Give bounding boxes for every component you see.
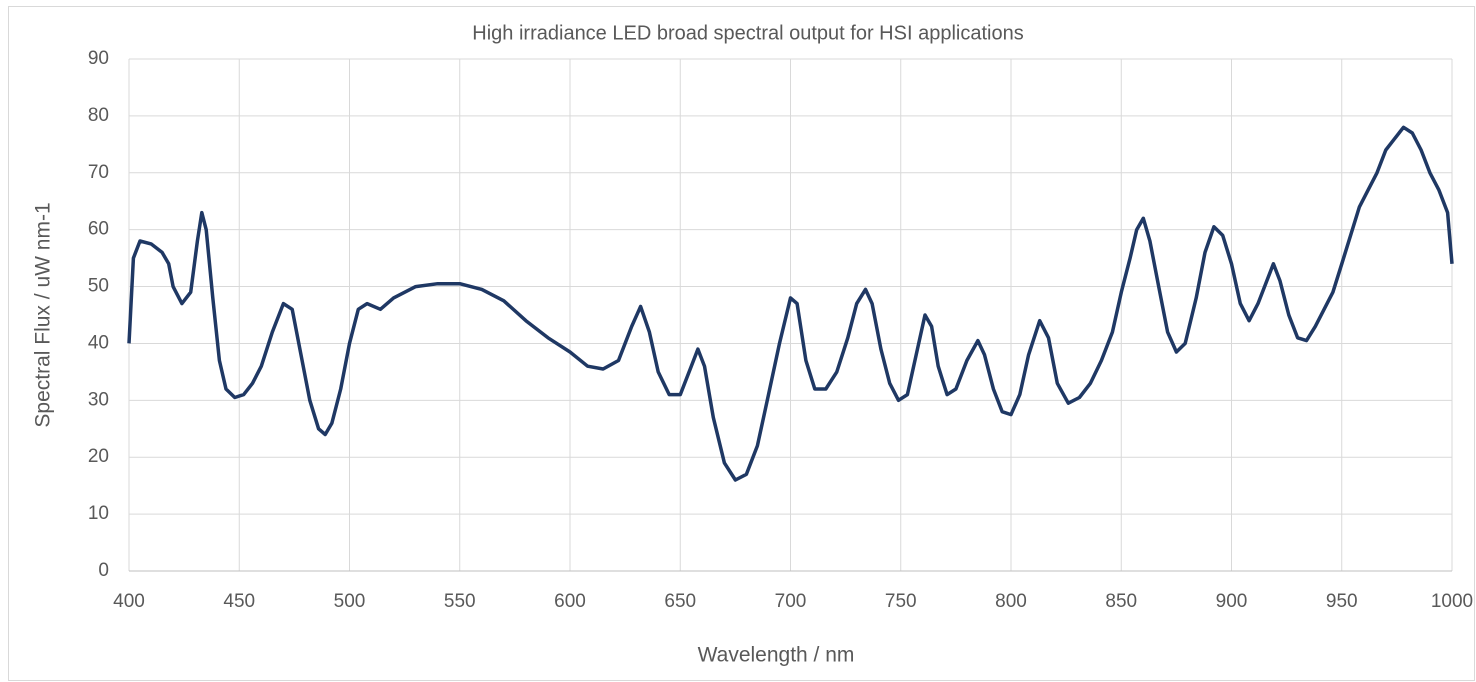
x-tick-label: 1000	[1431, 591, 1473, 612]
x-tick-label: 600	[554, 591, 586, 612]
y-tick-label: 90	[88, 48, 109, 69]
y-tick-label: 60	[88, 219, 109, 240]
chart-title: High irradiance LED broad spectral outpu…	[472, 22, 1023, 44]
y-tick-label: 70	[88, 162, 109, 183]
x-tick-label: 450	[223, 591, 255, 612]
y-tick-label: 10	[88, 503, 109, 524]
y-tick-label: 20	[88, 446, 109, 467]
y-tick-label: 80	[88, 105, 109, 126]
x-tick-label: 550	[444, 591, 476, 612]
x-tick-label: 800	[995, 591, 1027, 612]
y-axis-title: Spectral Flux / uW nm-1	[32, 202, 55, 427]
x-tick-label: 950	[1326, 591, 1358, 612]
x-axis-title: Wavelength / nm	[698, 644, 855, 667]
x-tick-label: 400	[113, 591, 145, 612]
y-tick-label: 30	[88, 389, 109, 410]
data-line	[127, 125, 1454, 482]
y-tick-label: 50	[88, 276, 109, 297]
x-tick-label: 900	[1216, 591, 1248, 612]
x-tick-label: 700	[775, 591, 807, 612]
y-tick-label: 0	[98, 560, 109, 581]
y-tick-label: 40	[88, 332, 109, 353]
x-tick-label: 500	[334, 591, 366, 612]
x-tick-label: 650	[664, 591, 696, 612]
x-tick-label: 750	[885, 591, 917, 612]
x-tick-label: 850	[1105, 591, 1137, 612]
